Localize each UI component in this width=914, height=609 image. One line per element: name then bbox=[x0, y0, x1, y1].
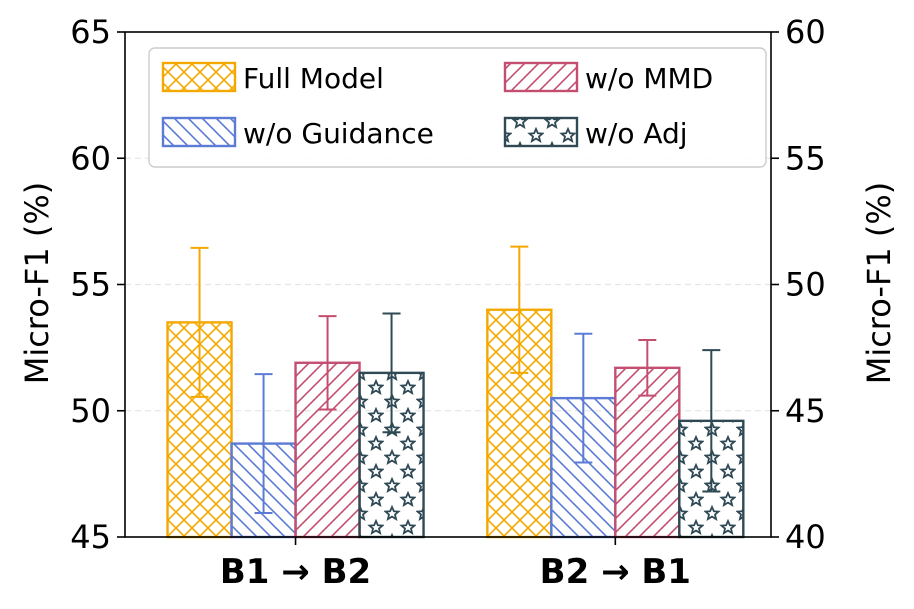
legend-label: w/o Guidance bbox=[243, 117, 434, 150]
legend-swatch bbox=[161, 116, 237, 148]
y-tick-label-left: 45 bbox=[70, 518, 111, 556]
x-axis: B1 → B2 B2 → B1 bbox=[220, 537, 691, 592]
legend-swatch bbox=[503, 116, 579, 148]
legend-swatch bbox=[161, 61, 237, 93]
y-tick-label-right: 60 bbox=[785, 13, 826, 51]
legend-label: w/o Adj bbox=[585, 117, 688, 150]
legend-item-w-o-mmd: w/o MMD bbox=[503, 61, 713, 95]
error-bars bbox=[190, 245, 721, 515]
y-tick-label-left: 50 bbox=[70, 392, 111, 430]
y-tick-label-right: 55 bbox=[785, 139, 826, 177]
y-tick-label-left: 65 bbox=[70, 13, 111, 51]
y-tick-label-right: 50 bbox=[785, 266, 826, 304]
legend-item-w-o-guidance: w/o Guidance bbox=[161, 116, 434, 150]
legend-label: Full Model bbox=[243, 62, 384, 95]
left-y-axis: 45 50 55 60 65 bbox=[70, 13, 125, 556]
x-tick-label: B2 → B1 bbox=[540, 552, 691, 592]
y-axis-title-right: Micro-F1 (%) bbox=[860, 182, 898, 385]
legend-item-w-o-adj: w/o Adj bbox=[503, 116, 688, 150]
y-tick-label-left: 60 bbox=[70, 139, 111, 177]
y-tick-label-right: 40 bbox=[785, 518, 826, 556]
bars bbox=[166, 308, 745, 539]
legend-label: w/o MMD bbox=[585, 62, 713, 95]
right-y-axis: 40 45 50 55 60 bbox=[771, 13, 826, 556]
y-axis-title-left: Micro-F1 (%) bbox=[18, 182, 56, 385]
legend-swatch bbox=[503, 61, 579, 93]
legend: Full Model w/o MMD w/o Guidance w/o Adj bbox=[148, 47, 767, 168]
y-tick-label-left: 55 bbox=[70, 266, 111, 304]
y-tick-label-right: 45 bbox=[785, 392, 826, 430]
legend-frame bbox=[148, 47, 767, 168]
x-tick-label: B1 → B2 bbox=[220, 552, 371, 592]
legend-item-full-model: Full Model bbox=[161, 61, 384, 95]
